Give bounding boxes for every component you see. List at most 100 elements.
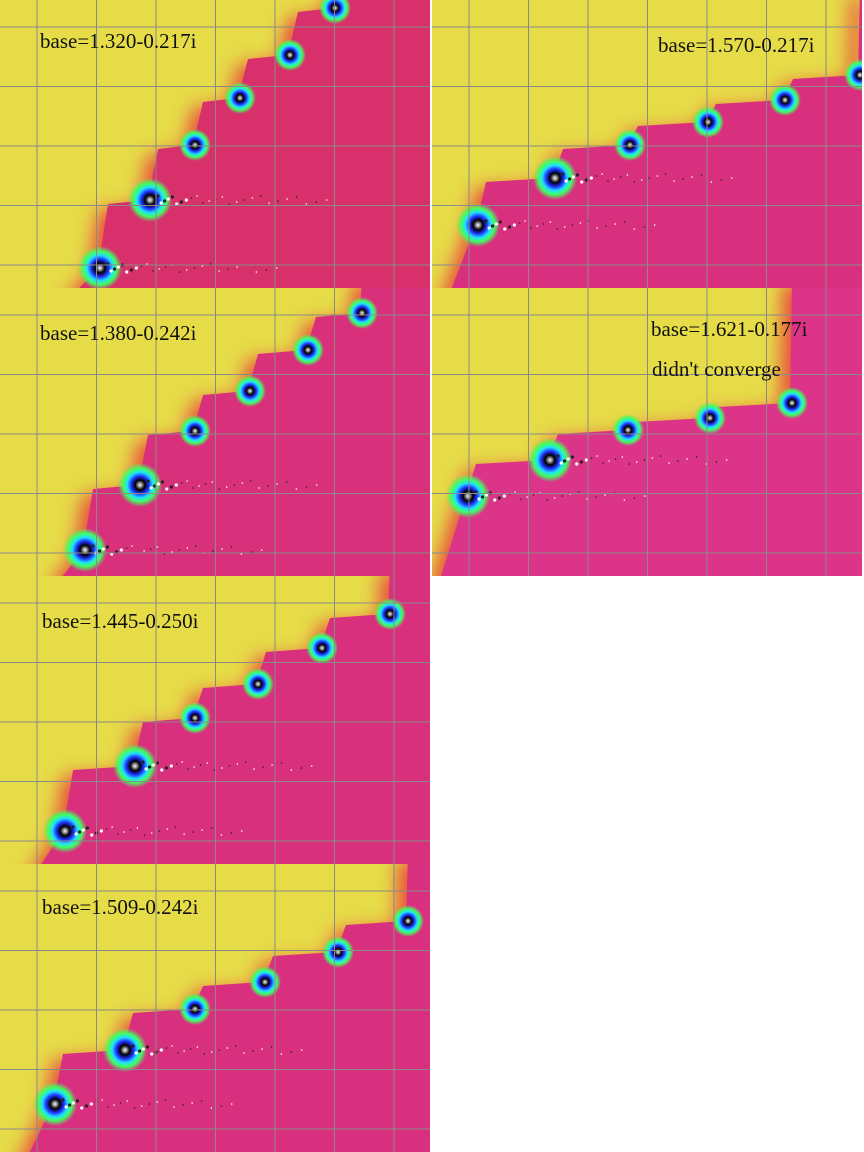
speck <box>228 765 231 767</box>
speck <box>159 201 163 205</box>
speck <box>196 195 198 197</box>
speck <box>563 226 566 228</box>
speck <box>503 227 507 231</box>
pole <box>692 106 724 138</box>
speck <box>234 1045 237 1047</box>
speck <box>250 551 253 553</box>
pole <box>118 463 162 507</box>
speck <box>133 1107 136 1109</box>
speck <box>71 825 75 829</box>
speck <box>673 180 675 182</box>
speck <box>170 195 174 199</box>
speck <box>621 456 624 458</box>
speck <box>271 764 273 766</box>
speck <box>596 227 598 229</box>
speck <box>584 178 588 182</box>
speck <box>623 221 626 223</box>
speck <box>626 174 629 176</box>
speck <box>601 173 603 175</box>
speck <box>571 175 575 179</box>
speck <box>149 486 153 490</box>
speck <box>201 829 203 831</box>
speck <box>524 220 526 222</box>
pole <box>612 414 644 446</box>
speck <box>561 495 564 497</box>
panel-label: base=1.509-0.242i <box>42 895 199 919</box>
speck <box>158 830 161 832</box>
speck <box>258 487 260 489</box>
speck <box>140 265 143 267</box>
speck <box>220 767 223 769</box>
speck <box>677 460 679 462</box>
speck <box>590 457 593 459</box>
panel-label: base=1.380-0.242i <box>40 321 197 345</box>
pole <box>614 129 646 161</box>
speck <box>218 1049 221 1051</box>
speck <box>268 202 270 204</box>
magenta-region <box>79 0 430 288</box>
speck <box>502 494 506 498</box>
speck <box>614 458 617 460</box>
speck <box>491 224 495 228</box>
speck <box>209 263 212 265</box>
speck <box>542 223 545 225</box>
speck <box>474 490 478 494</box>
speck <box>276 483 278 485</box>
speck <box>286 198 288 200</box>
speck <box>546 499 549 501</box>
speck <box>628 463 631 465</box>
speck <box>633 497 636 499</box>
speck <box>213 769 216 771</box>
speck <box>571 224 574 226</box>
speck <box>240 553 243 555</box>
speck <box>604 494 606 496</box>
speck <box>166 828 169 830</box>
speck <box>165 1047 168 1049</box>
panel-label: base=1.621-0.177i <box>651 317 808 341</box>
speck <box>156 194 160 198</box>
speck <box>146 479 150 483</box>
speck <box>131 545 133 547</box>
speck <box>259 195 262 197</box>
magenta-region <box>441 288 862 576</box>
speck <box>221 548 223 550</box>
speck <box>580 180 584 184</box>
speck <box>262 766 264 768</box>
pole <box>456 203 500 247</box>
speck <box>267 485 269 487</box>
speck <box>101 547 105 551</box>
speck <box>111 826 113 828</box>
pole <box>179 129 211 161</box>
speck <box>212 550 214 552</box>
speck <box>241 482 244 484</box>
speck <box>243 1052 245 1054</box>
pole <box>33 1082 77 1126</box>
speck <box>243 199 246 201</box>
speck <box>194 545 197 547</box>
speck <box>192 487 194 489</box>
speck <box>536 225 538 227</box>
speck <box>164 266 167 268</box>
speck <box>556 454 560 458</box>
speck <box>481 495 485 499</box>
speck <box>608 460 610 462</box>
speck <box>497 496 501 500</box>
speck <box>648 177 651 179</box>
speck <box>310 765 313 767</box>
speck <box>487 226 491 230</box>
plot-area <box>432 288 862 576</box>
speck <box>643 459 646 461</box>
speck <box>526 496 528 498</box>
speck <box>165 487 169 491</box>
speck <box>230 546 233 548</box>
speck <box>163 553 166 555</box>
speck <box>160 480 164 484</box>
speck <box>305 486 308 488</box>
speck <box>691 176 693 178</box>
speck <box>173 1106 175 1108</box>
speck <box>575 173 579 177</box>
speck <box>605 225 607 227</box>
speck <box>210 1107 213 1109</box>
speck <box>179 200 183 204</box>
